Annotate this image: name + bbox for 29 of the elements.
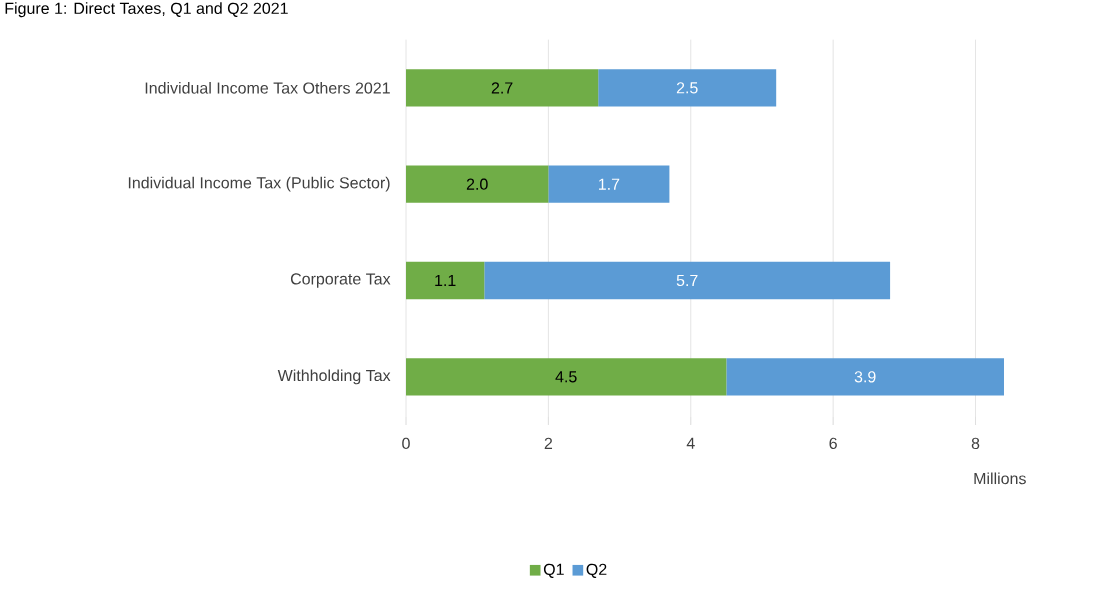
x-tick-label: 4 bbox=[686, 437, 695, 449]
data-label: 1.7 bbox=[598, 178, 620, 190]
y-tick-label: Individual Income Tax (Public Sector) bbox=[128, 176, 390, 192]
legend-label: Q1 bbox=[543, 563, 564, 578]
y-tick-label: Corporate Tax bbox=[290, 273, 391, 288]
data-label: 2.0 bbox=[466, 178, 488, 190]
legend-label: Q2 bbox=[586, 563, 607, 578]
text: Figure 1: Direct Taxes, Q1 and Q2 2021 bbox=[5, 2, 288, 18]
bar bbox=[406, 69, 599, 107]
x-axis-title: Millions bbox=[974, 472, 1026, 485]
data-label: 5.7 bbox=[676, 274, 698, 287]
x-tick-label: 0 bbox=[402, 437, 410, 450]
data-label: 2.7 bbox=[491, 82, 513, 94]
bar bbox=[484, 261, 891, 300]
bar bbox=[726, 358, 1004, 396]
data-label: 4.5 bbox=[555, 371, 577, 383]
x-tick-label: 6 bbox=[829, 437, 837, 450]
x-tick-label: 8 bbox=[971, 437, 980, 450]
data-label: 2.5 bbox=[676, 82, 698, 94]
y-tick-label: Withholding Tax bbox=[277, 369, 391, 385]
bar bbox=[598, 69, 777, 107]
x-tick-label: 2 bbox=[544, 437, 553, 449]
bar bbox=[406, 358, 727, 396]
bar bbox=[548, 165, 670, 203]
bar bbox=[406, 261, 485, 300]
y-tick-label: Individual Income Tax Others 2021 bbox=[145, 81, 390, 94]
data-label: 1.1 bbox=[435, 274, 456, 286]
bar bbox=[406, 165, 549, 203]
data-label: 3.9 bbox=[854, 371, 876, 383]
